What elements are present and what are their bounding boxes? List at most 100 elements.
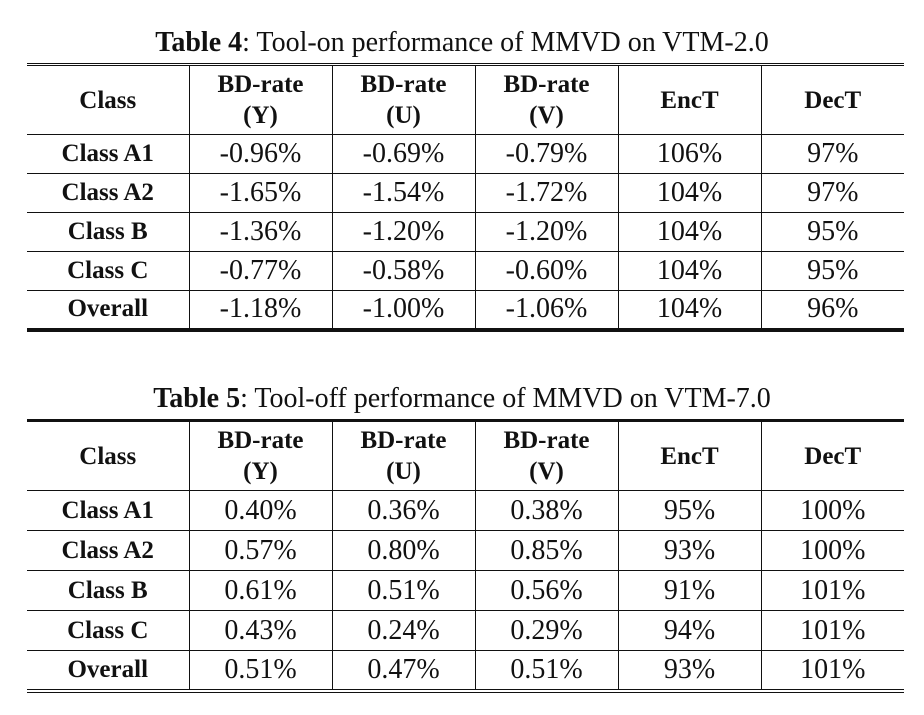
cell: -1.20%: [331, 212, 476, 252]
cell: 104%: [617, 251, 762, 291]
table-row: Class A2 -1.65% -1.54% -1.72% 104% 97%: [27, 173, 904, 213]
cell: 0.40%: [188, 490, 333, 531]
header-sub: (V): [529, 458, 564, 485]
header-label: BD-rate: [217, 71, 304, 98]
row-label: Class A2: [27, 173, 190, 213]
row-label: Class A1: [27, 490, 190, 531]
cell: -0.58%: [331, 251, 476, 291]
cell: 97%: [760, 173, 904, 213]
cell: 93%: [617, 650, 762, 691]
header-dect: DecT: [760, 64, 904, 135]
header-enct: EncT: [617, 64, 762, 135]
cell: 100%: [760, 490, 904, 531]
cell: -0.77%: [188, 251, 333, 291]
cell: 0.51%: [331, 570, 476, 611]
header-bd-rate-y: BD-rate (Y): [188, 420, 333, 491]
row-label: Class C: [27, 251, 190, 291]
cell: -1.06%: [474, 290, 619, 330]
table-row: Overall -1.18% -1.00% -1.06% 104% 96%: [27, 290, 904, 330]
table4-caption: Table 4: Tool-on performance of MMVD on …: [0, 26, 924, 60]
table4-caption-label: Table 4: [155, 27, 243, 58]
header-label: BD-rate: [503, 427, 590, 454]
cell: 91%: [617, 570, 762, 611]
table-row: Class A1 -0.96% -0.69% -0.79% 106% 97%: [27, 134, 904, 174]
cell: 104%: [617, 212, 762, 252]
cell: 101%: [760, 610, 904, 651]
table-header-row: Class BD-rate (Y) BD-rate (U) BD-rate (V) E…: [27, 420, 904, 491]
cell: 0.61%: [188, 570, 333, 611]
cell: 0.24%: [331, 610, 476, 651]
cell: 106%: [617, 134, 762, 174]
header-enct: EncT: [617, 420, 762, 491]
cell: 0.51%: [188, 650, 333, 691]
table5-caption-label: Table 5: [153, 383, 241, 414]
table5-caption-text: : Tool-off performance of MMVD on VTM-7.…: [240, 383, 771, 414]
header-bd-rate-y: BD-rate (Y): [188, 64, 333, 135]
cell: 101%: [760, 650, 904, 691]
row-label: Class A2: [27, 530, 190, 571]
cell: -0.60%: [474, 251, 619, 291]
header-bd-rate-u: BD-rate (U): [331, 420, 476, 491]
cell: -0.96%: [188, 134, 333, 174]
cell: 0.85%: [474, 530, 619, 571]
table4-caption-text: : Tool-on performance of MMVD on VTM-2.0: [242, 27, 769, 58]
header-label: BD-rate: [217, 427, 304, 454]
header-label: BD-rate: [503, 71, 590, 98]
table-row: Class B 0.61% 0.51% 0.56% 91% 101%: [27, 570, 904, 611]
table-header-row: Class BD-rate (Y) BD-rate (U) BD-rate (V) E…: [27, 64, 904, 135]
cell: 94%: [617, 610, 762, 651]
header-bd-rate-u: BD-rate (U): [331, 64, 476, 135]
cell: 104%: [617, 173, 762, 213]
row-label: Overall: [27, 650, 190, 691]
header-class: Class: [27, 64, 190, 135]
table-row: Class A2 0.57% 0.80% 0.85% 93% 100%: [27, 530, 904, 571]
cell: 100%: [760, 530, 904, 571]
cell: -1.54%: [331, 173, 476, 213]
cell: 0.36%: [331, 490, 476, 531]
cell: 95%: [617, 490, 762, 531]
cell: 0.51%: [474, 650, 619, 691]
header-sub: (U): [386, 458, 421, 485]
table5: Class BD-rate (Y) BD-rate (U) BD-rate (V) E…: [27, 419, 904, 693]
table-row: Overall 0.51% 0.47% 0.51% 93% 101%: [27, 650, 904, 691]
cell: -1.65%: [188, 173, 333, 213]
table-row: Class C 0.43% 0.24% 0.29% 94% 101%: [27, 610, 904, 651]
cell: 0.56%: [474, 570, 619, 611]
cell: 95%: [760, 251, 904, 291]
header-sub: (Y): [243, 102, 278, 129]
table-row: Class A1 0.40% 0.36% 0.38% 95% 100%: [27, 490, 904, 531]
table4: Class BD-rate (Y) BD-rate (U) BD-rate (V) E…: [27, 63, 904, 332]
cell: 0.57%: [188, 530, 333, 571]
cell: -0.79%: [474, 134, 619, 174]
header-label: BD-rate: [360, 71, 447, 98]
header-label: BD-rate: [360, 427, 447, 454]
table-row: Class B -1.36% -1.20% -1.20% 104% 95%: [27, 212, 904, 252]
cell: 0.47%: [331, 650, 476, 691]
cell: 95%: [760, 212, 904, 252]
cell: -1.36%: [188, 212, 333, 252]
cell: 104%: [617, 290, 762, 330]
cell: 0.29%: [474, 610, 619, 651]
cell: 96%: [760, 290, 904, 330]
cell: -1.18%: [188, 290, 333, 330]
header-sub: (U): [386, 102, 421, 129]
header-bd-rate-v: BD-rate (V): [474, 64, 619, 135]
cell: -1.00%: [331, 290, 476, 330]
cell: 93%: [617, 530, 762, 571]
cell: 0.43%: [188, 610, 333, 651]
header-class: Class: [27, 420, 190, 491]
cell: 0.80%: [331, 530, 476, 571]
row-label: Class C: [27, 610, 190, 651]
cell: -0.69%: [331, 134, 476, 174]
header-bd-rate-v: BD-rate (V): [474, 420, 619, 491]
table-row: Class C -0.77% -0.58% -0.60% 104% 95%: [27, 251, 904, 291]
header-sub: (Y): [243, 458, 278, 485]
cell: 0.38%: [474, 490, 619, 531]
row-label: Class A1: [27, 134, 190, 174]
cell: 97%: [760, 134, 904, 174]
cell: 101%: [760, 570, 904, 611]
header-sub: (V): [529, 102, 564, 129]
row-label: Class B: [27, 212, 190, 252]
cell: -1.20%: [474, 212, 619, 252]
table5-caption: Table 5: Tool-off performance of MMVD on…: [0, 382, 924, 416]
